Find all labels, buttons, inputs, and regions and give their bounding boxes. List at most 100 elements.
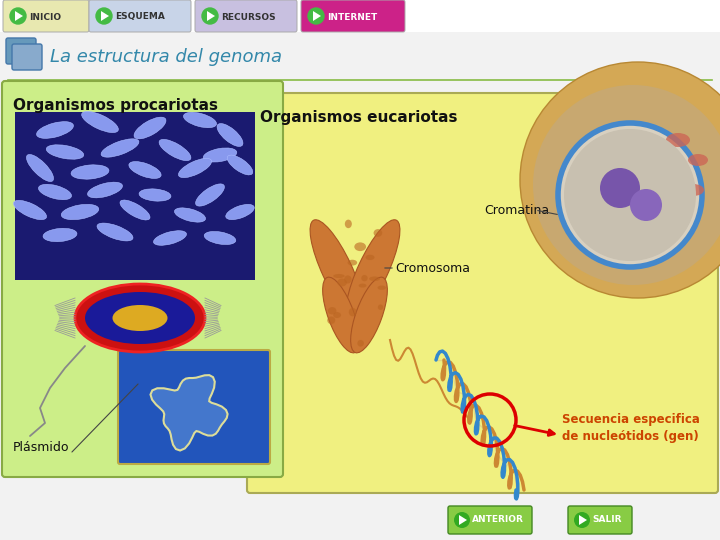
Ellipse shape (112, 305, 168, 331)
Circle shape (630, 189, 662, 221)
Ellipse shape (348, 308, 356, 316)
Circle shape (533, 85, 720, 285)
Text: La estructura del genoma: La estructura del genoma (50, 48, 282, 66)
Polygon shape (15, 11, 23, 21)
Ellipse shape (323, 277, 359, 353)
Text: Organismos eucariotas: Organismos eucariotas (260, 110, 457, 125)
Ellipse shape (310, 220, 364, 320)
Bar (15, 112, 255, 280)
Ellipse shape (345, 220, 352, 228)
Circle shape (574, 512, 590, 528)
Ellipse shape (348, 260, 357, 266)
Ellipse shape (14, 200, 47, 220)
Ellipse shape (159, 139, 191, 160)
Ellipse shape (184, 112, 217, 127)
Circle shape (96, 8, 112, 24)
Ellipse shape (179, 158, 212, 178)
FancyBboxPatch shape (89, 0, 191, 32)
Ellipse shape (134, 117, 166, 139)
Circle shape (600, 168, 640, 208)
Polygon shape (150, 375, 228, 450)
Ellipse shape (81, 111, 118, 132)
Text: Plásmido: Plásmido (13, 441, 70, 454)
Text: RECURSOS: RECURSOS (221, 12, 276, 22)
FancyBboxPatch shape (2, 81, 283, 477)
Ellipse shape (204, 232, 235, 245)
Ellipse shape (682, 184, 704, 196)
Circle shape (558, 123, 702, 267)
Text: INTERNET: INTERNET (327, 12, 377, 22)
FancyBboxPatch shape (12, 44, 42, 70)
Ellipse shape (43, 228, 77, 241)
Ellipse shape (196, 184, 225, 206)
Ellipse shape (378, 305, 383, 310)
FancyBboxPatch shape (195, 0, 297, 32)
Ellipse shape (139, 189, 171, 201)
Polygon shape (101, 11, 109, 21)
Ellipse shape (328, 307, 336, 314)
Ellipse shape (228, 155, 253, 175)
Text: ESQUEMA: ESQUEMA (115, 12, 165, 22)
Ellipse shape (203, 148, 237, 162)
Text: Organismos procariotas: Organismos procariotas (13, 98, 218, 113)
Ellipse shape (217, 124, 243, 146)
Polygon shape (579, 515, 587, 525)
Ellipse shape (333, 312, 341, 318)
Ellipse shape (88, 182, 122, 198)
Ellipse shape (333, 274, 345, 278)
Ellipse shape (357, 340, 364, 347)
FancyBboxPatch shape (247, 93, 718, 493)
Ellipse shape (377, 286, 386, 290)
Polygon shape (313, 11, 321, 21)
Ellipse shape (71, 165, 109, 179)
Ellipse shape (374, 229, 382, 237)
Ellipse shape (85, 292, 195, 344)
Ellipse shape (359, 284, 366, 288)
Ellipse shape (337, 279, 347, 287)
Ellipse shape (361, 275, 368, 281)
Ellipse shape (61, 204, 99, 220)
FancyBboxPatch shape (301, 0, 405, 32)
Ellipse shape (97, 223, 133, 241)
Circle shape (454, 512, 470, 528)
FancyBboxPatch shape (568, 506, 632, 534)
Ellipse shape (351, 277, 387, 353)
Ellipse shape (153, 231, 186, 245)
Text: ANTERIOR: ANTERIOR (472, 516, 524, 524)
Bar (0, 32, 720, 82)
FancyBboxPatch shape (3, 0, 89, 32)
Text: INICIO: INICIO (29, 12, 61, 22)
Ellipse shape (354, 242, 366, 251)
Polygon shape (207, 11, 215, 21)
Circle shape (564, 129, 696, 261)
Text: Cromatina: Cromatina (484, 204, 549, 217)
Ellipse shape (37, 122, 73, 138)
Ellipse shape (38, 184, 71, 200)
Ellipse shape (129, 161, 161, 178)
Ellipse shape (101, 139, 139, 157)
Ellipse shape (27, 154, 53, 181)
Ellipse shape (226, 204, 254, 220)
FancyBboxPatch shape (118, 350, 270, 464)
Ellipse shape (75, 284, 205, 352)
Text: SALIR: SALIR (592, 516, 621, 524)
Ellipse shape (174, 208, 205, 222)
Ellipse shape (366, 255, 374, 260)
Ellipse shape (120, 200, 150, 220)
Text: Cromosoma: Cromosoma (395, 261, 470, 274)
Circle shape (10, 8, 26, 24)
Bar (0, 0, 720, 32)
Text: Secuencia especifica
de nucleótidos (gen): Secuencia especifica de nucleótidos (gen… (562, 413, 700, 443)
Ellipse shape (666, 133, 690, 147)
FancyBboxPatch shape (6, 38, 36, 64)
Ellipse shape (369, 276, 380, 281)
Circle shape (308, 8, 324, 24)
Ellipse shape (346, 220, 400, 320)
Ellipse shape (688, 154, 708, 166)
Ellipse shape (344, 275, 351, 284)
FancyBboxPatch shape (448, 506, 532, 534)
Ellipse shape (46, 145, 84, 159)
Circle shape (520, 62, 720, 298)
Polygon shape (459, 515, 467, 525)
Ellipse shape (327, 316, 336, 324)
